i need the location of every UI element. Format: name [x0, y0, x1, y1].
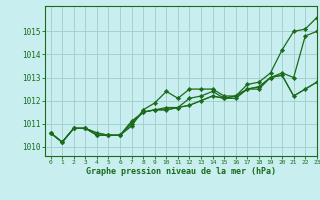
X-axis label: Graphe pression niveau de la mer (hPa): Graphe pression niveau de la mer (hPa) — [86, 167, 276, 176]
